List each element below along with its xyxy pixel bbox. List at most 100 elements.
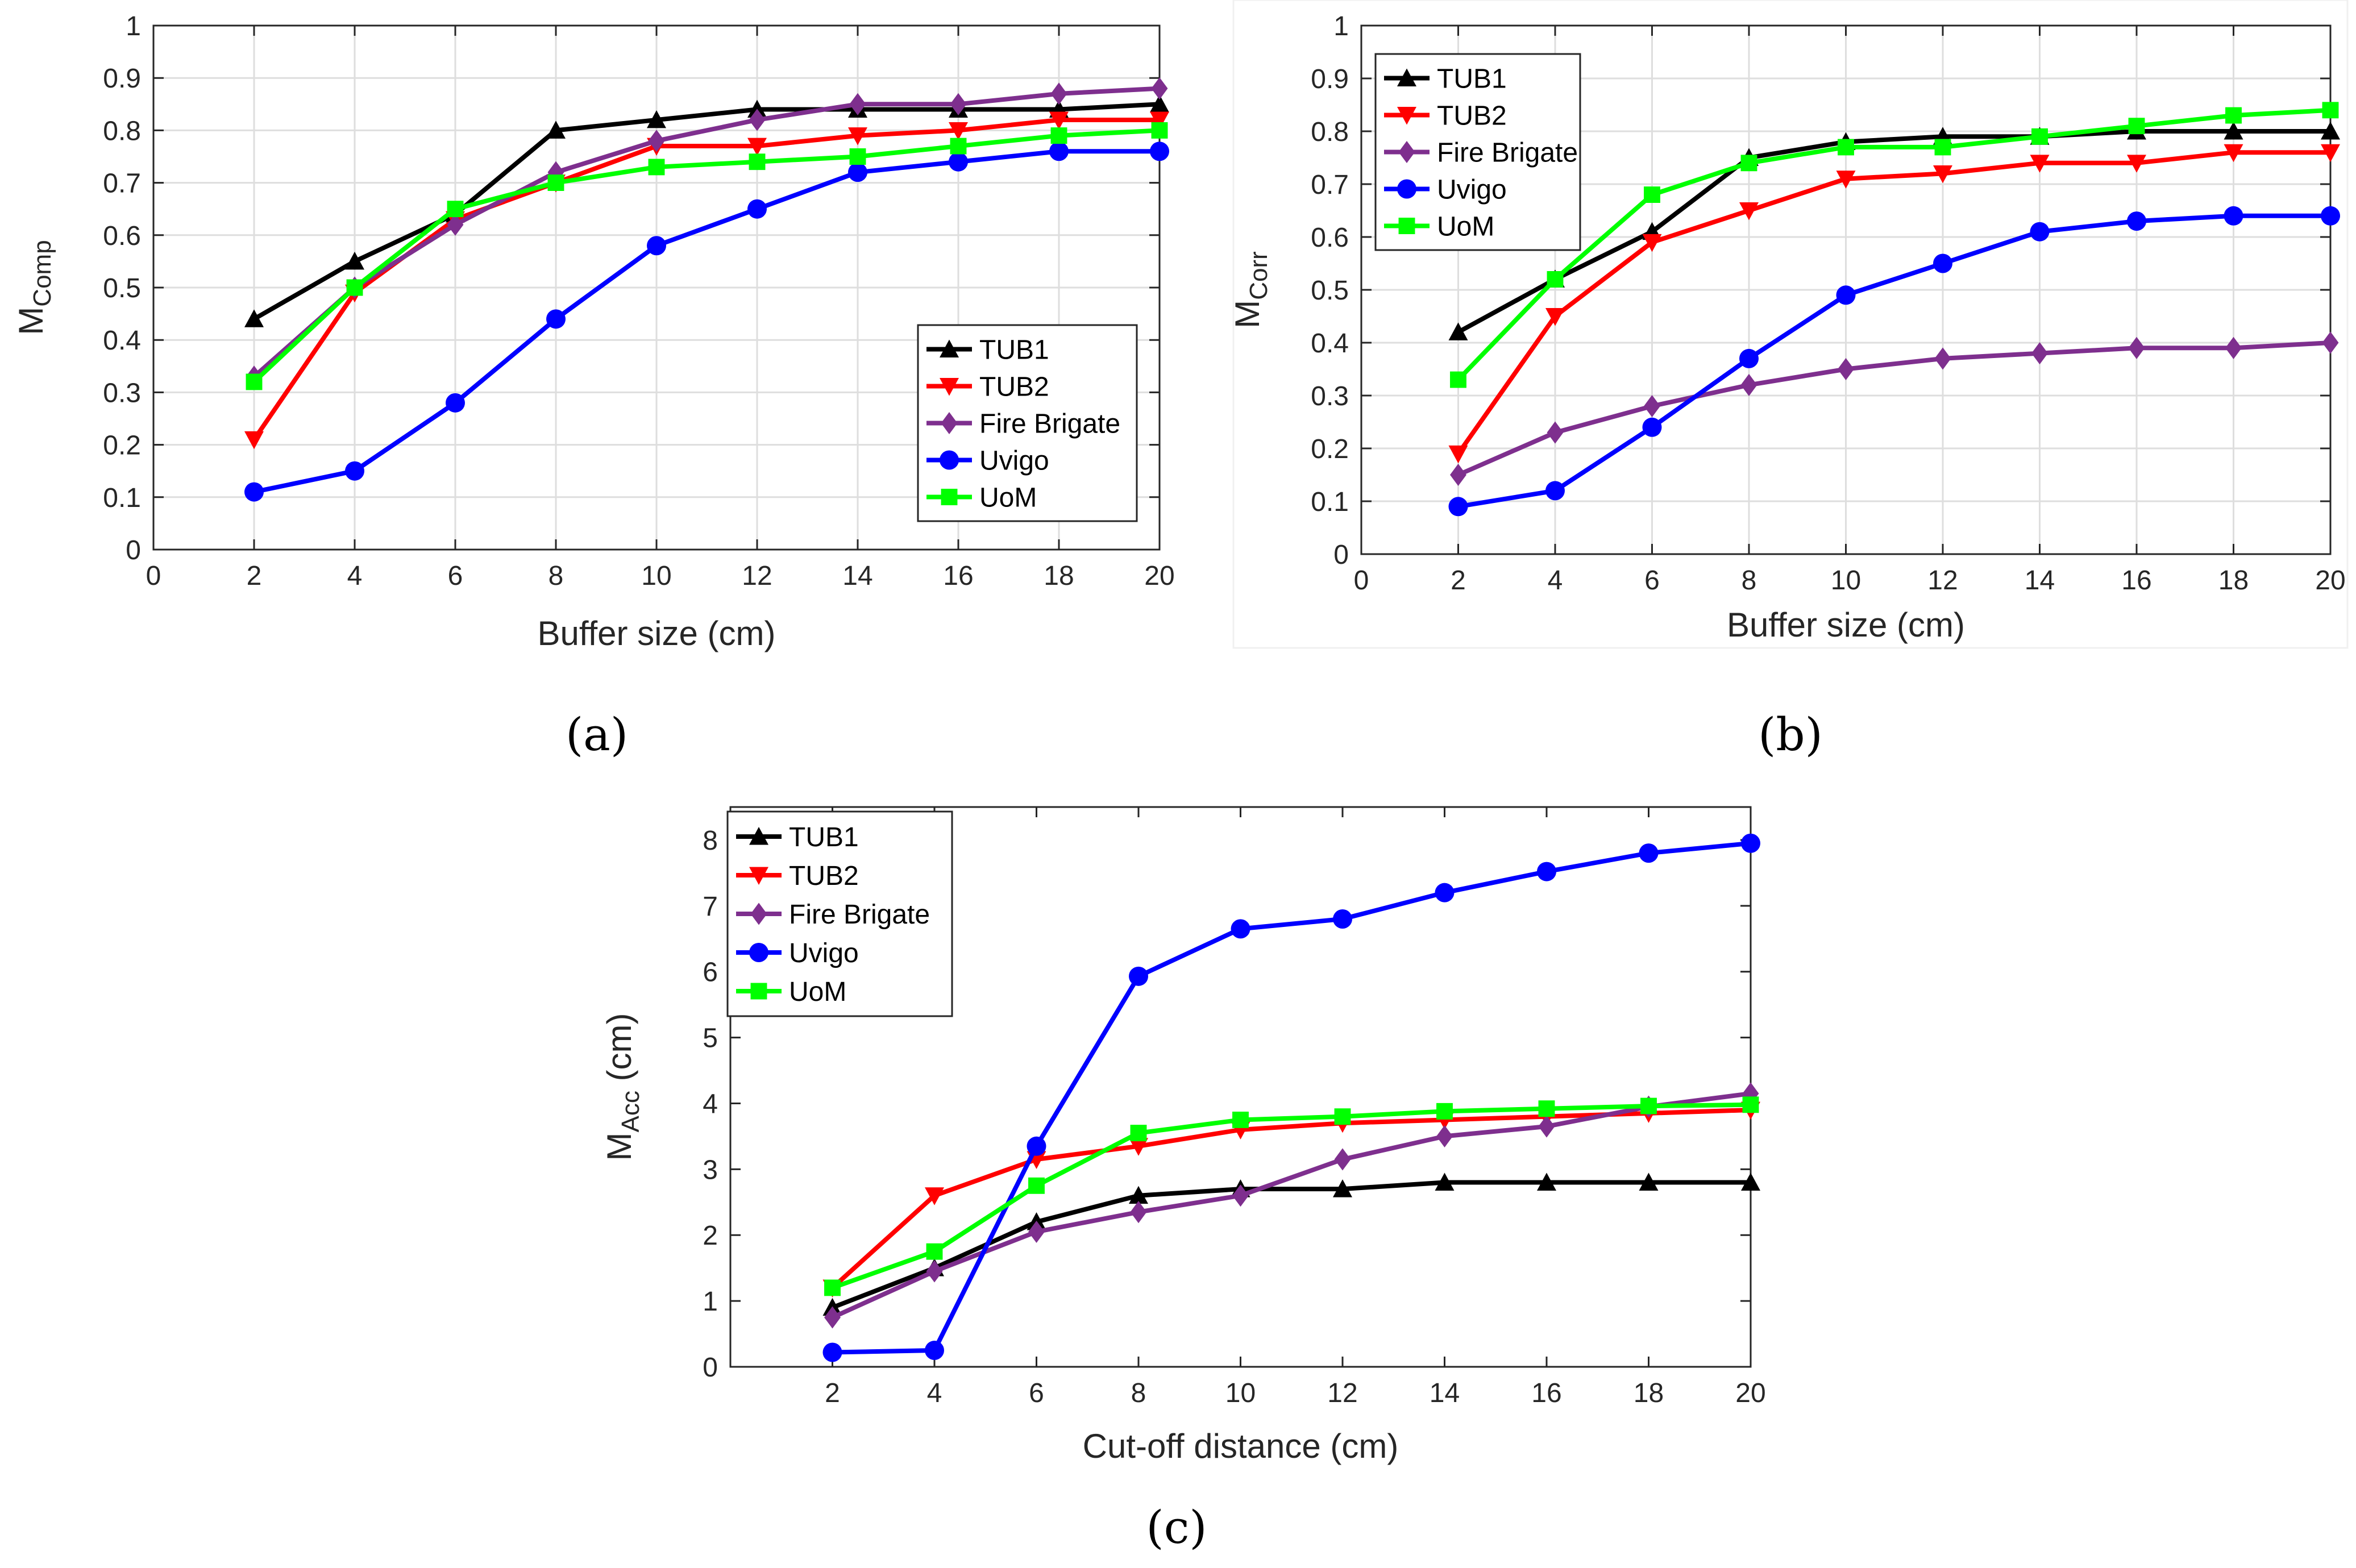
legend-entry: Fire Brigate (789, 900, 930, 930)
data-point (824, 1306, 841, 1329)
data-point (2322, 102, 2339, 119)
series-line (252, 128, 1160, 384)
y-tick-label: 1 (1333, 11, 1349, 41)
x-tick-label: 6 (448, 561, 463, 591)
data-point (2128, 336, 2145, 359)
y-axis-label: MComp (12, 240, 56, 335)
x-tick-label: 10 (1831, 565, 1861, 596)
data-point (1934, 347, 1951, 370)
legend-marker (750, 983, 767, 1000)
series-line (1457, 340, 2331, 477)
data-point (1742, 1096, 1759, 1113)
data-point (1642, 417, 1662, 437)
legend-entry: TUB1 (979, 335, 1049, 365)
x-tick-label: 18 (1044, 561, 1074, 591)
y-tick-label: 1 (703, 1287, 718, 1317)
data-point (1639, 1172, 1659, 1191)
legend-marker (749, 827, 768, 845)
x-tick-label: 4 (927, 1378, 942, 1408)
legend-entry: Uvigo (1437, 175, 1507, 205)
x-tick-label: 6 (1644, 565, 1660, 596)
series-line (254, 149, 1160, 494)
data-point (1740, 373, 1757, 396)
data-point (749, 109, 766, 131)
data-point (1741, 833, 1760, 853)
x-tick-label: 20 (1735, 1378, 1765, 1408)
data-point (1836, 285, 1856, 305)
y-tick-label: 0.7 (103, 169, 141, 199)
x-tick-label: 8 (1742, 565, 1757, 596)
data-point (1151, 122, 1168, 139)
data-point (1547, 271, 1564, 288)
x-tick-label: 16 (943, 561, 973, 591)
legend-entry: Fire Brigate (1437, 138, 1578, 168)
data-point (1049, 111, 1069, 130)
x-tick-label: 12 (1927, 565, 1958, 596)
data-point (1933, 165, 1952, 184)
data-point (244, 431, 264, 450)
series-fire-brigate (1450, 331, 2339, 486)
data-point (949, 152, 968, 172)
series-line (832, 841, 1751, 1355)
data-point (926, 1260, 943, 1283)
y-tick-label: 6 (703, 958, 718, 988)
x-tick-label: 14 (2025, 565, 2055, 596)
series-line (1456, 150, 2330, 455)
y-tick-label: 1 (126, 11, 141, 41)
data-point (1129, 1138, 1148, 1156)
x-tick-label: 0 (1354, 565, 1369, 596)
data-point (1435, 1172, 1455, 1191)
series-uom (246, 122, 1168, 390)
x-tick-label: 8 (549, 561, 564, 591)
series-uom (824, 1096, 1759, 1296)
data-point (950, 138, 967, 155)
y-tick-label: 0.6 (103, 221, 141, 251)
panel-caption: (c) (1146, 1501, 1207, 1554)
y-tick-label: 0.9 (1311, 64, 1349, 94)
data-point (747, 199, 767, 219)
data-point (1838, 357, 1854, 381)
data-point (2321, 122, 2340, 140)
series-line (832, 1102, 1751, 1290)
data-point (1232, 1184, 1249, 1207)
data-point (345, 251, 364, 270)
data-point (2321, 206, 2340, 226)
y-tick-label: 2 (703, 1221, 718, 1251)
data-point (1130, 1201, 1147, 1224)
data-point (1450, 371, 1466, 388)
data-point (546, 120, 566, 139)
data-point (1448, 322, 1468, 340)
x-tick-label: 4 (347, 561, 363, 591)
legend-entry: TUB2 (979, 372, 1049, 402)
data-point (1640, 1097, 1657, 1114)
series-tub1 (244, 94, 1169, 327)
data-point (1739, 348, 1759, 368)
legend-marker (750, 902, 767, 925)
data-point (925, 1341, 944, 1361)
data-point (1050, 82, 1067, 105)
legend-entry: Uvigo (979, 446, 1049, 476)
legend-entry: TUB2 (789, 861, 859, 891)
data-point (1027, 1136, 1046, 1156)
data-point (848, 127, 867, 145)
legend-marker (941, 411, 958, 435)
y-tick-label: 0.5 (103, 273, 141, 303)
data-point (1639, 843, 1659, 863)
legend-entry: Fire Brigate (979, 409, 1120, 439)
data-point (1130, 1125, 1147, 1142)
data-point (747, 138, 767, 156)
data-point (1545, 481, 1565, 501)
x-axis-label: Buffer size (cm) (1727, 606, 1965, 644)
y-tick-label: 8 (703, 826, 718, 856)
x-tick-label: 6 (1029, 1378, 1044, 1408)
y-tick-label: 0.4 (1311, 328, 1349, 359)
y-tick-label: 0.1 (1311, 487, 1349, 517)
y-tick-label: 0.2 (1311, 434, 1349, 464)
data-point (824, 1279, 841, 1296)
x-axis-label: Buffer size (cm) (538, 614, 776, 652)
data-point (2031, 128, 2048, 145)
y-tick-label: 0.1 (103, 483, 141, 513)
y-tick-label: 0.8 (103, 116, 141, 146)
data-point (1448, 497, 1468, 517)
